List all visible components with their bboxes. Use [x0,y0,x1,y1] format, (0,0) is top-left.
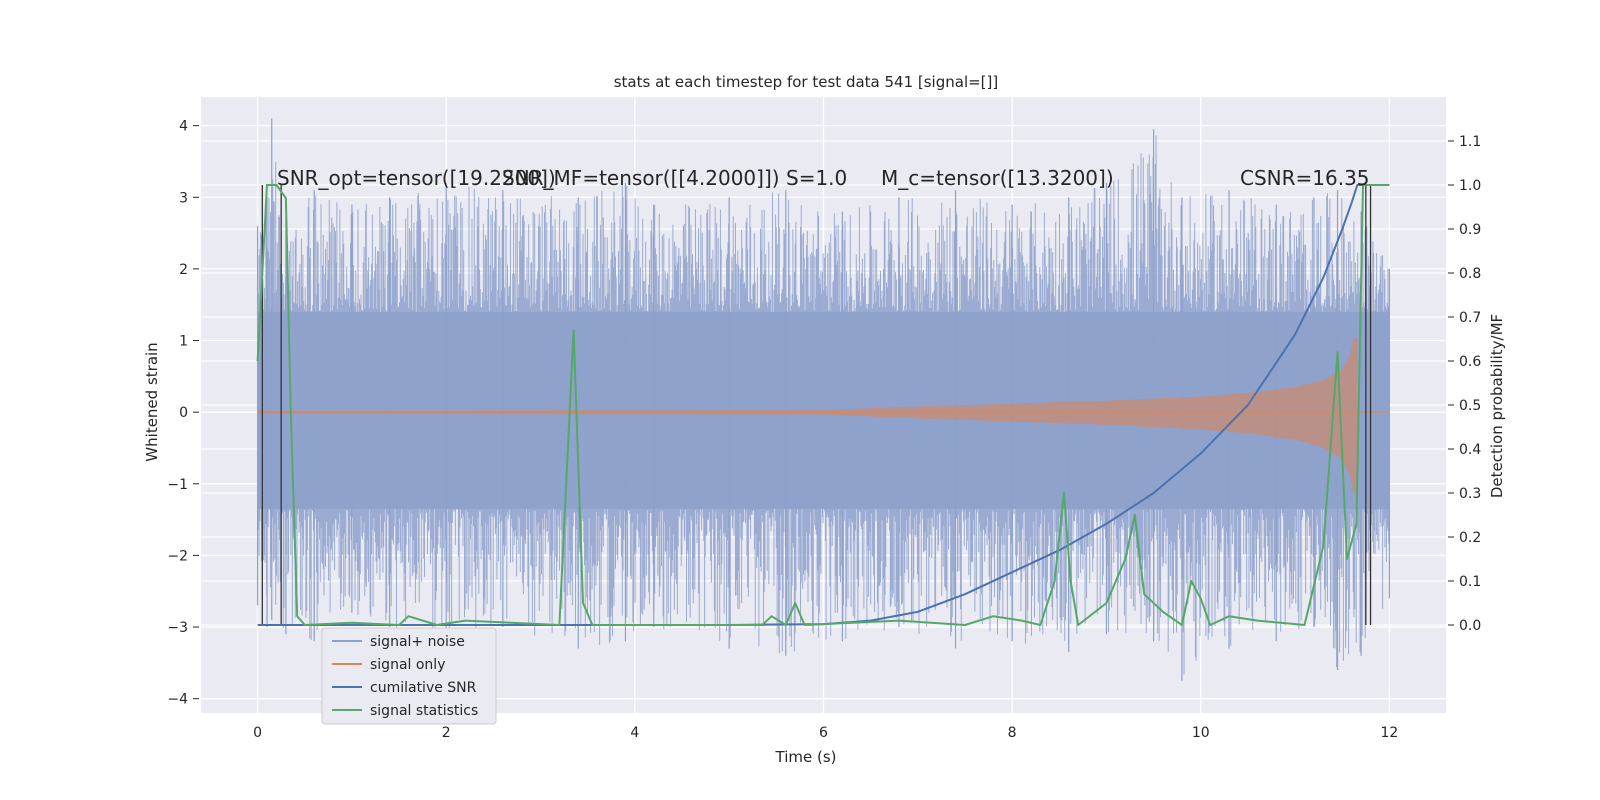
y2-tick-label: 1.1 [1459,134,1481,150]
y2-tick-label: 1.0 [1459,178,1481,194]
x-tick-label: 0 [253,725,262,741]
y2-tick-label: 0.3 [1459,486,1481,502]
y2-tick-label: 0.6 [1459,354,1481,370]
series-signal-only [257,337,1358,495]
y2-tick-label: 0.2 [1459,530,1481,546]
y2-tick-label: 0.1 [1459,574,1481,590]
y2-tick-label: 0.8 [1459,266,1481,282]
y-tick-label: 4 [179,119,188,135]
y-tick-label: −3 [167,620,188,636]
y-tick-label: 3 [179,190,188,206]
legend-label-signal-only: signal only [370,657,445,673]
series-cumulative-snr [257,184,1390,626]
y2-tick-label: 0.7 [1459,310,1481,326]
x-tick-label: 12 [1380,725,1398,741]
legend-label-signal-noise: signal+ noise [370,634,465,650]
y-tick-label: 0 [179,405,188,421]
x-axis-label: Time (s) [775,748,837,766]
x-tick-label: 10 [1192,725,1210,741]
y-tick-label: −4 [167,692,188,708]
csnr-annotation: CSNR=16.35 [1240,166,1370,190]
x-tick-label: 4 [630,725,639,741]
mc-annotation: M_c=tensor([13.3200]) [881,166,1114,190]
y-tick-label: 2 [179,262,188,278]
x-tick-label: 2 [442,725,451,741]
legend: signal+ noise signal only cumilative SNR… [321,627,497,725]
y2-tick-label: 0.4 [1459,442,1481,458]
s-annotation: S=1.0 [786,166,847,190]
y2-axis-label: Detection probability/MF [1488,314,1506,498]
x-tick-label: 6 [819,725,828,741]
legend-label-signal-statistics: signal statistics [370,703,478,719]
y-axis-label: Whitened strain [143,342,161,461]
chart-title: stats at each timestep for test data 541… [614,73,999,91]
y-tick-label: −1 [167,477,188,493]
y2-tick-label: 0.5 [1459,398,1481,414]
y-tick-label: −2 [167,548,188,564]
legend-label-cumulative-snr: cumilative SNR [370,680,477,696]
series-signal-statistics [256,184,1390,626]
y2-tick-label: 0.9 [1459,222,1481,238]
y-tick-label: 1 [179,334,188,350]
y2-tick-label: 0.0 [1459,618,1481,634]
snr-opt-annotation: SNR_opt=tensor([19.2200]) [277,166,556,190]
x-tick-label: 8 [1008,725,1017,741]
snr-mf-annotation: SNR_MF=tensor([[4.2000]]) [502,166,780,190]
